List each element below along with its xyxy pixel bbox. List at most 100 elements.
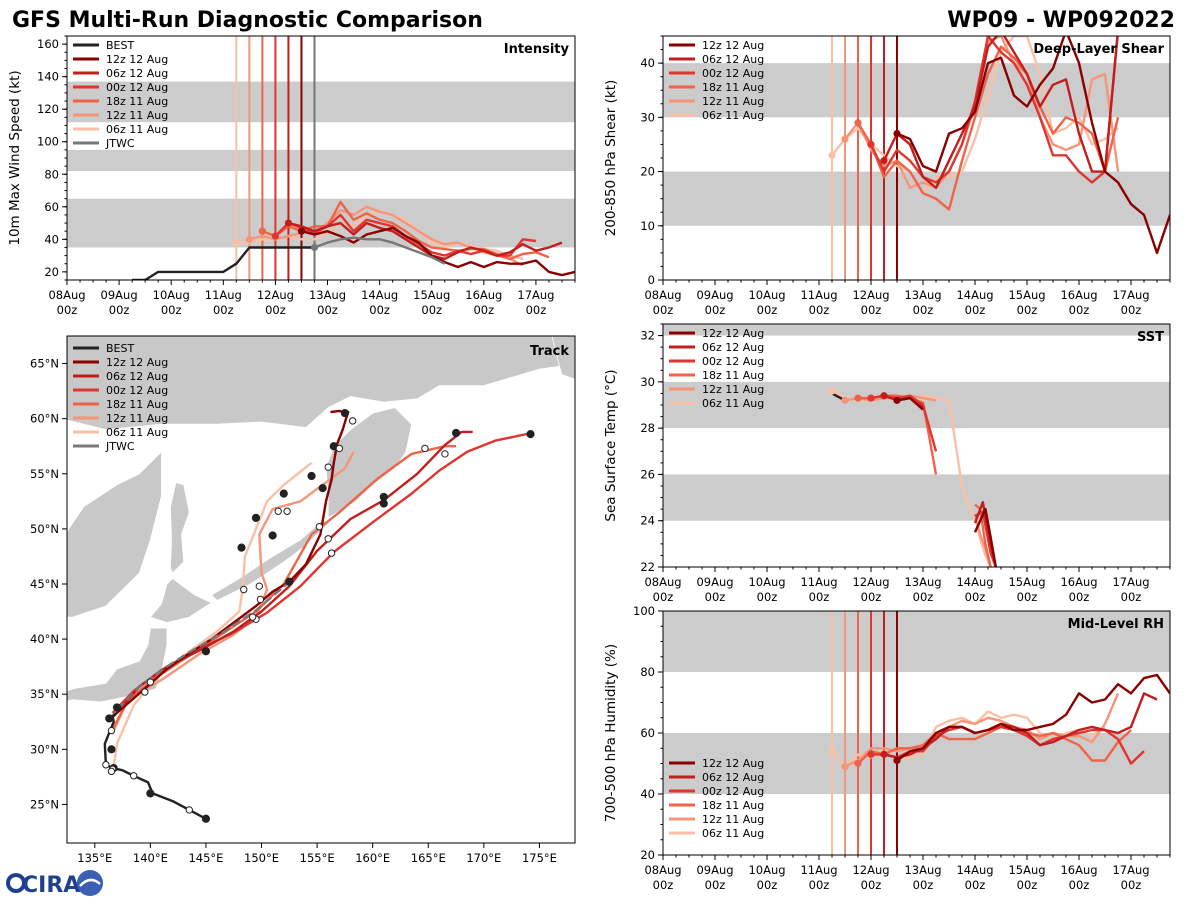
sst-legend-label-12z-11-aug: 12z 11 Aug (702, 383, 764, 396)
rh-xtick-label-hour: 00z (809, 878, 830, 892)
shear-ytick-label: 0 (648, 273, 655, 287)
track-marker-00z-12-aug (441, 450, 449, 458)
sst-ylabel: Sea Surface Temp (°C) (603, 369, 619, 521)
intensity-ytick-label: 140 (37, 70, 59, 84)
shear-xtick-label-hour: 00z (965, 303, 986, 317)
track-ytick-label: 25°N (30, 797, 59, 811)
intensity-xtick-label-date: 16Aug (465, 288, 502, 302)
intensity-panel: 2040608010012014016008Aug00z09Aug00z10Au… (7, 35, 576, 317)
shear-xtick-label-hour: 00z (653, 303, 674, 317)
sst-legend-label-18z-11-aug: 18z 11 Aug (702, 369, 764, 382)
shear-marker-06z-12-aug (880, 157, 888, 165)
asia-mainland (67, 450, 162, 618)
sst-xtick-label-date: 09Aug (696, 575, 733, 589)
rh-ytick-label: 60 (640, 726, 655, 740)
intensity-xtick-label-hour: 00z (109, 303, 130, 317)
shear-xtick-label-date: 13Aug (904, 288, 941, 302)
intensity-xtick-label-hour: 00z (526, 303, 547, 317)
rh-legend-label-12z-11-aug: 12z 11 Aug (702, 813, 764, 826)
sst-panel-title: SST (1137, 330, 1164, 345)
sst-frame (662, 323, 1171, 568)
rh-legend-label-06z-11-aug: 06z 11 Aug (702, 827, 764, 840)
shear-xtick-label-date: 11Aug (800, 288, 837, 302)
track-legend-label-00z-12-aug: 00z 12 Aug (106, 384, 168, 397)
shear-xtick-label-hour: 00z (757, 303, 778, 317)
rh-xtick-label-hour: 00z (1121, 878, 1142, 892)
sst-marker-18z-11-aug (854, 394, 862, 402)
intensity-xtick-label-hour: 00z (213, 303, 234, 317)
sst-marker-06z-11-aug (828, 387, 836, 395)
sst-xtick-label-date: 12Aug (852, 575, 889, 589)
track-marker-18z-11-aug (327, 549, 336, 557)
intensity-panel-title: Intensity (504, 42, 570, 57)
rh-ytick-label: 80 (640, 665, 655, 679)
shear-ytick-label: 40 (640, 56, 655, 70)
intensity-marker-jtwc (310, 243, 319, 252)
track-xtick-label: 175°E (522, 851, 557, 865)
sst-xtick-label-date: 11Aug (800, 575, 837, 589)
track-marker-best (112, 703, 122, 712)
intensity-ytick-label: 160 (37, 37, 59, 51)
rh-xtick-label-hour: 00z (705, 878, 726, 892)
track-marker-12z-11-aug (279, 489, 288, 498)
shear-xtick-label-hour: 00z (861, 303, 882, 317)
shear-xtick-label-hour: 00z (809, 303, 830, 317)
shear-marker-18z-11-aug (854, 119, 862, 127)
intensity-legend-label-06z-11-aug: 06z 11 Aug (106, 123, 168, 136)
intensity-ytick-label: 40 (44, 232, 59, 246)
storm-id-title: WP09 - WP092022 (947, 8, 1175, 33)
track-marker-12z-12-aug (335, 444, 344, 453)
track-marker-best (185, 806, 193, 814)
sst-xtick-label-hour: 00z (913, 590, 934, 604)
rh-xtick-label-date: 17Aug (1112, 863, 1149, 877)
shear-series-06z-11-aug-0 (831, 36, 1119, 195)
shear-plot-area (663, 36, 1170, 280)
intensity-legend-label-jtwc: JTWC (105, 137, 135, 150)
shear-xtick-label-date: 08Aug (644, 288, 681, 302)
shear-legend-label-12z-12-aug: 12z 12 Aug (702, 39, 764, 52)
partner-logo-icon (77, 870, 103, 896)
intensity-marker-12z-11-aug (245, 235, 253, 243)
rh-band-1 (663, 611, 1170, 672)
track-legend-label-18z-11-aug: 18z 11 Aug (106, 398, 168, 411)
intensity-xtick-label-hour: 00z (57, 303, 78, 317)
track-marker-12z-12-aug (340, 409, 349, 418)
sst-series-18z-11-aug-5 (974, 503, 992, 567)
track-marker-06z-11-aug (141, 688, 149, 696)
track-marker-best (102, 761, 110, 769)
rh-legend-label-12z-12-aug: 12z 12 Aug (702, 757, 764, 770)
rh-xtick-label-date: 10Aug (748, 863, 785, 877)
sst-ytick-label: 26 (640, 467, 655, 481)
track-marker-12z-11-aug (256, 595, 265, 604)
rh-xtick-label-hour: 00z (653, 878, 674, 892)
intensity-marker-06z-11-aug (232, 238, 240, 247)
intensity-ylabel: 10m Max Wind Speed (kt) (7, 70, 23, 245)
track-marker-best (201, 814, 211, 823)
cira-logo-emblem-inner (10, 877, 22, 889)
rh-legend-label-06z-12-aug: 06z 12 Aug (702, 771, 764, 784)
track-legend-label-best: BEST (106, 342, 134, 355)
shear-xtick-label-hour: 00z (1017, 303, 1038, 317)
hokkaido-island (149, 577, 213, 624)
track-marker-06z-12-aug (285, 577, 294, 586)
sst-xtick-label-hour: 00z (653, 590, 674, 604)
track-marker-06z-11-aug (255, 582, 264, 590)
shear-ylabel: 200-850 hPa Shear (kt) (603, 80, 619, 237)
rh-ytick-label: 100 (633, 604, 655, 618)
intensity-marker-06z-12-aug (284, 219, 293, 227)
intensity-band-0 (67, 198, 575, 248)
sst-xtick-label-date: 13Aug (904, 575, 941, 589)
track-panel: 135°E 140°E 145°E 150°E 155°E 160°E 165°E 170°E… (30, 335, 576, 865)
sst-xtick-label-date: 15Aug (1008, 575, 1045, 589)
sst-xtick-label-hour: 00z (965, 590, 986, 604)
rh-xtick-label-date: 14Aug (956, 863, 993, 877)
rh-ylabel: 700-500 hPa Humidity (%) (603, 644, 619, 822)
track-legend-label-12z-12-aug: 12z 12 Aug (106, 356, 168, 369)
track-marker-06z-11-aug (237, 543, 246, 552)
rh-marker-00z-12-aug (867, 750, 875, 758)
intensity-xtick-label-hour: 00z (317, 303, 338, 317)
track-ytick-label: 30°N (30, 742, 59, 756)
track-panel-title: Track (530, 344, 569, 359)
intensity-xtick-label-date: 12Aug (257, 288, 294, 302)
